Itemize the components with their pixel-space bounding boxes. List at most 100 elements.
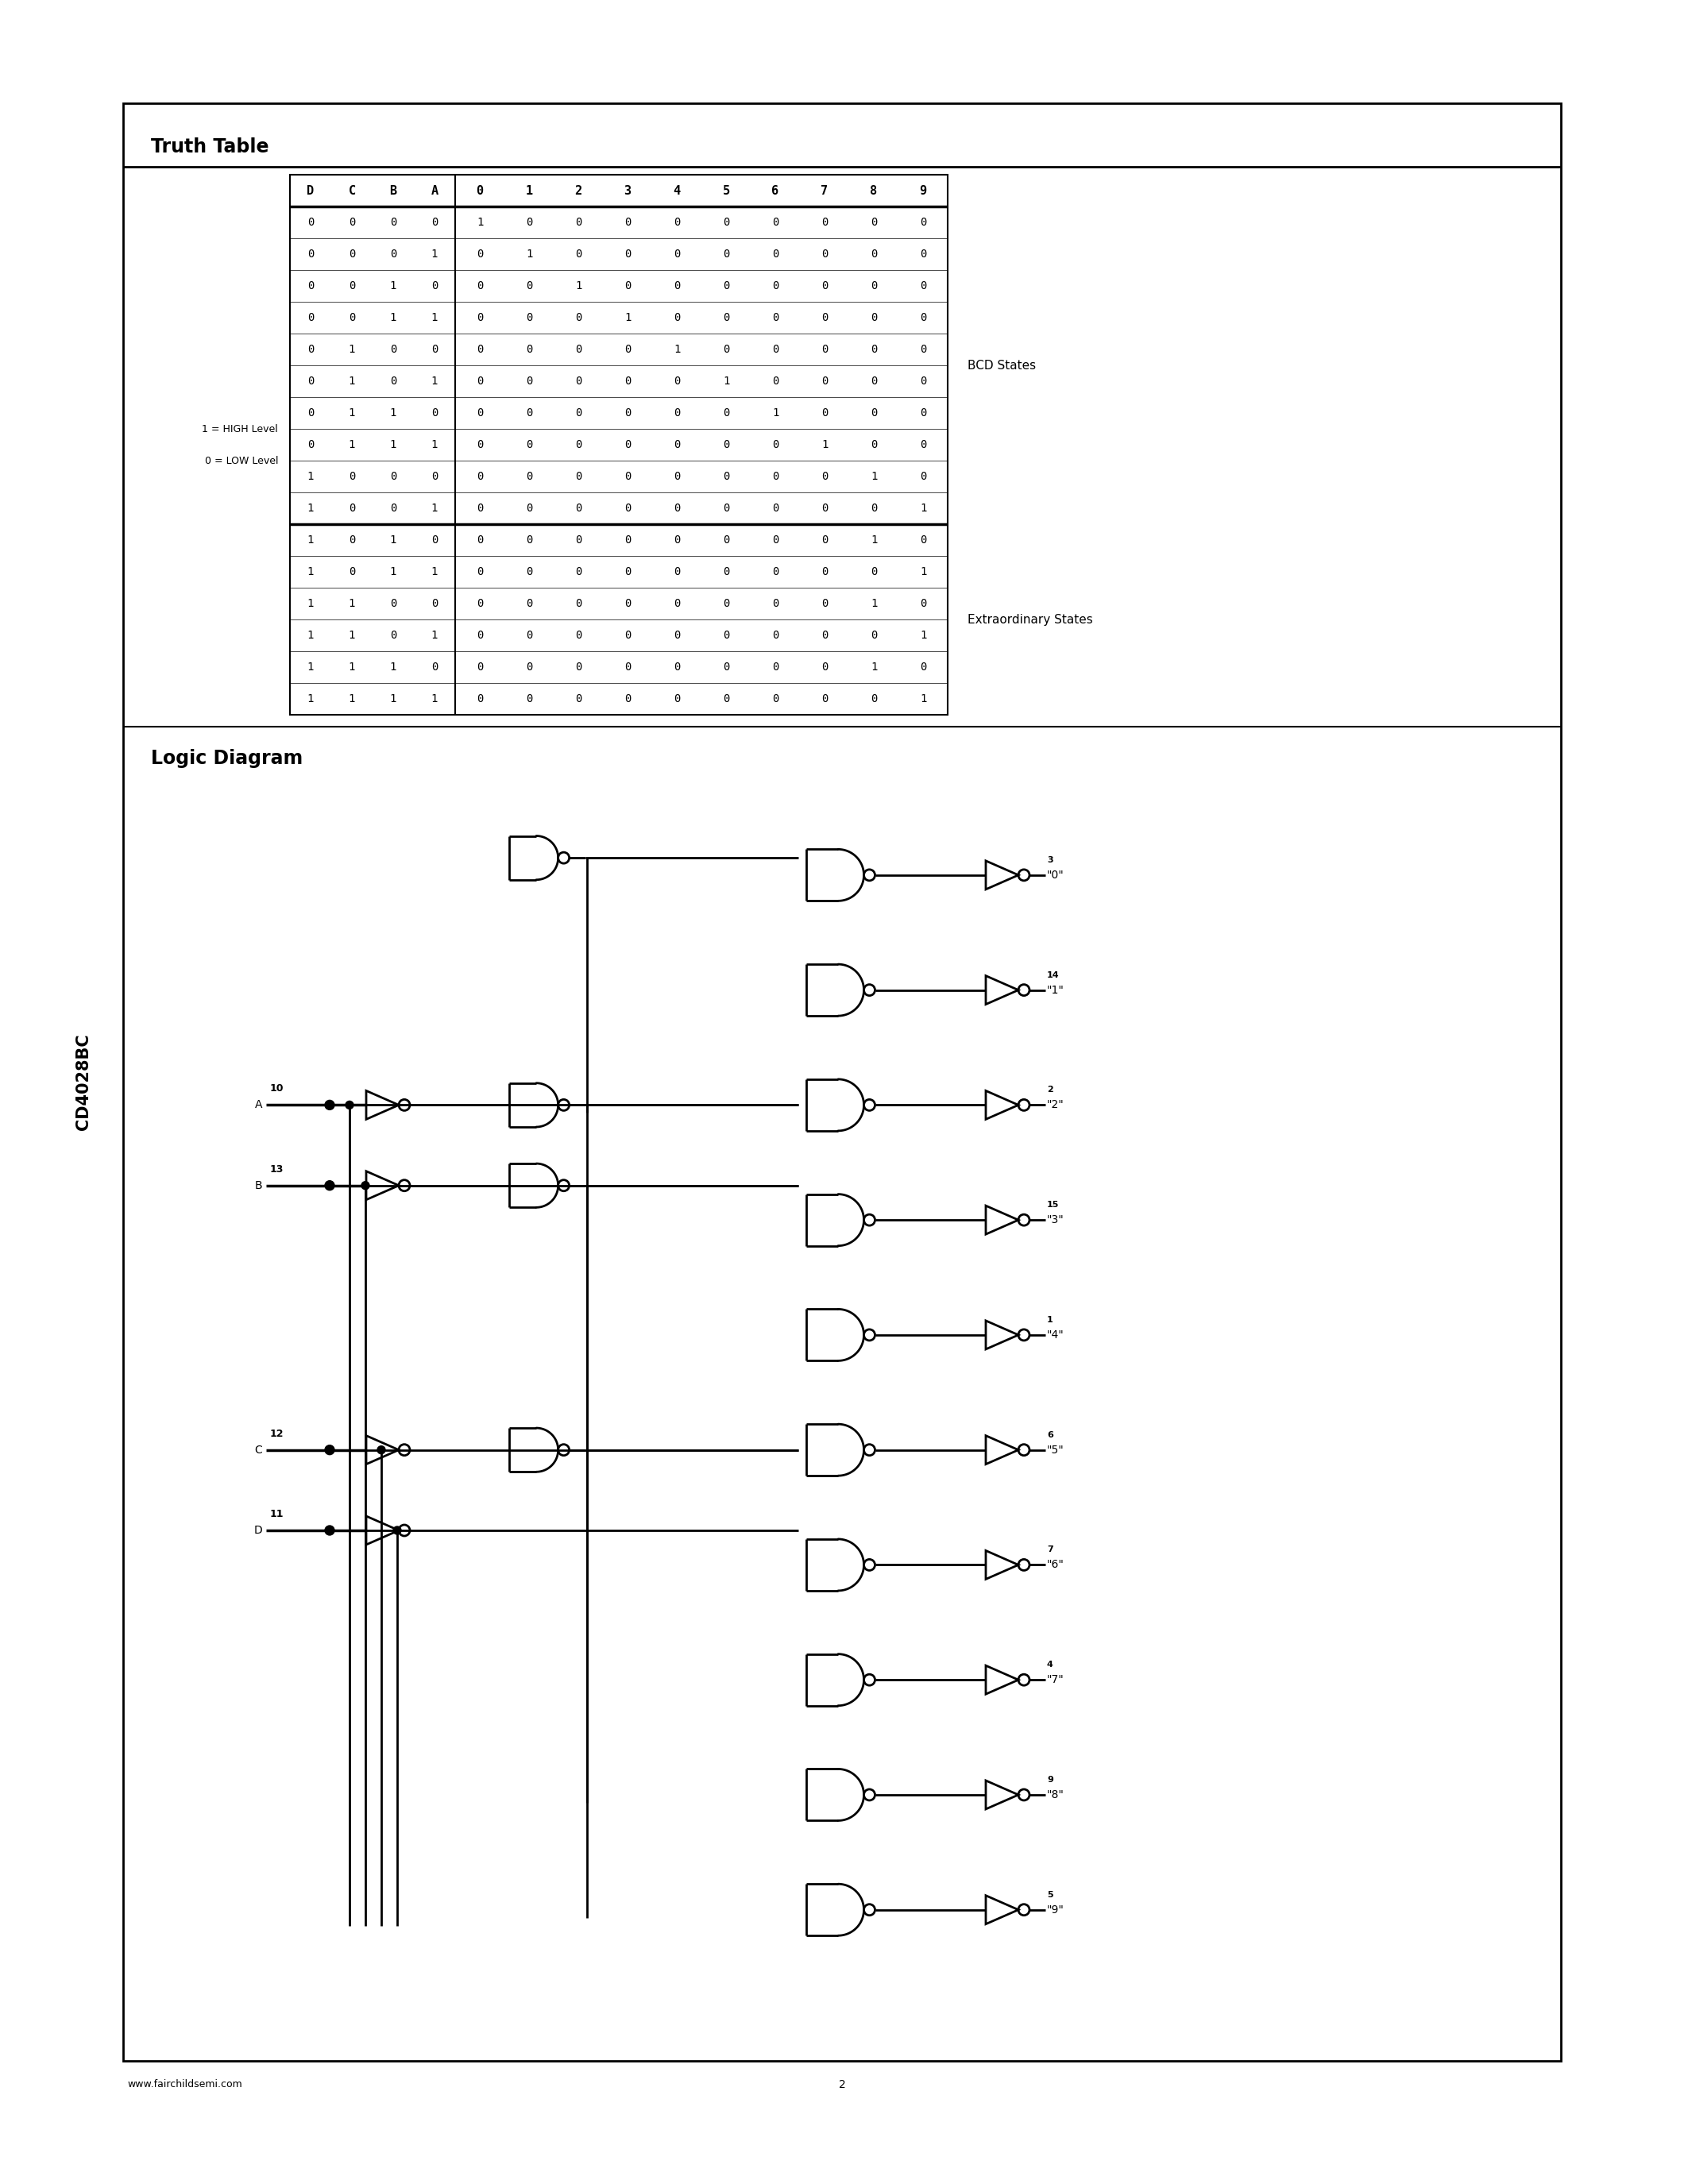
Text: 1: 1 <box>390 535 397 546</box>
Text: 0: 0 <box>771 535 778 546</box>
Text: 0: 0 <box>674 502 680 513</box>
Text: 0: 0 <box>430 216 437 227</box>
Text: 0: 0 <box>576 472 582 483</box>
Text: 1: 1 <box>390 312 397 323</box>
Text: 6: 6 <box>1047 1431 1053 1439</box>
Text: 0: 0 <box>525 692 532 705</box>
Text: 0: 0 <box>525 598 532 609</box>
Text: 0: 0 <box>625 566 631 577</box>
Text: 1: 1 <box>430 692 437 705</box>
Text: 0: 0 <box>349 502 354 513</box>
Text: 0: 0 <box>820 598 827 609</box>
Text: 0: 0 <box>722 692 729 705</box>
Text: 1: 1 <box>1047 1317 1053 1324</box>
Text: 0: 0 <box>820 566 827 577</box>
Text: 0: 0 <box>920 472 927 483</box>
Text: 0: 0 <box>722 535 729 546</box>
Text: 1: 1 <box>349 662 354 673</box>
Text: 0: 0 <box>771 472 778 483</box>
Text: 7: 7 <box>1047 1546 1053 1553</box>
Text: 0: 0 <box>674 692 680 705</box>
Text: 0: 0 <box>307 216 314 227</box>
Text: A: A <box>255 1099 262 1112</box>
Text: 1: 1 <box>307 502 314 513</box>
Text: 1: 1 <box>307 598 314 609</box>
Text: 0: 0 <box>674 249 680 260</box>
Text: 12: 12 <box>270 1428 284 1439</box>
Text: 0: 0 <box>722 472 729 483</box>
Text: 1: 1 <box>871 598 878 609</box>
Text: 1: 1 <box>871 662 878 673</box>
Text: "7": "7" <box>1047 1675 1063 1686</box>
Text: "2": "2" <box>1047 1099 1063 1112</box>
Text: 0: 0 <box>722 249 729 260</box>
Text: 0: 0 <box>307 408 314 419</box>
Text: 0: 0 <box>476 343 483 356</box>
Text: 0: 0 <box>871 439 878 450</box>
Text: 1: 1 <box>871 472 878 483</box>
Text: 3: 3 <box>625 186 631 197</box>
Text: 1: 1 <box>349 408 354 419</box>
Text: 0: 0 <box>390 343 397 356</box>
Text: 0: 0 <box>674 662 680 673</box>
Text: 0: 0 <box>920 343 927 356</box>
Text: C: C <box>348 186 356 197</box>
Text: 0: 0 <box>576 216 582 227</box>
Text: 0: 0 <box>525 535 532 546</box>
Text: "6": "6" <box>1047 1559 1065 1570</box>
Text: 15: 15 <box>1047 1201 1058 1210</box>
Text: 0: 0 <box>674 629 680 640</box>
Text: 0: 0 <box>722 502 729 513</box>
Text: 0: 0 <box>871 343 878 356</box>
Text: www.fairchildsemi.com: www.fairchildsemi.com <box>127 2079 241 2090</box>
Text: 0: 0 <box>722 312 729 323</box>
Text: 0: 0 <box>307 376 314 387</box>
Text: 0: 0 <box>576 312 582 323</box>
Text: 1: 1 <box>430 312 437 323</box>
Text: 1: 1 <box>349 343 354 356</box>
Text: 0: 0 <box>476 598 483 609</box>
Text: 0: 0 <box>920 598 927 609</box>
Text: 0: 0 <box>307 249 314 260</box>
Text: 0: 0 <box>525 502 532 513</box>
Text: 0: 0 <box>920 662 927 673</box>
Text: 0: 0 <box>476 535 483 546</box>
Circle shape <box>346 1101 353 1109</box>
Text: 0: 0 <box>820 249 827 260</box>
Text: 1: 1 <box>920 692 927 705</box>
Text: 0: 0 <box>674 312 680 323</box>
Text: 10: 10 <box>270 1083 284 1094</box>
Text: "5": "5" <box>1047 1444 1063 1455</box>
Text: 0: 0 <box>525 472 532 483</box>
Text: 0: 0 <box>525 280 532 290</box>
Text: CD4028BC: CD4028BC <box>76 1033 91 1131</box>
Text: "3": "3" <box>1047 1214 1063 1225</box>
Text: 0: 0 <box>871 408 878 419</box>
Circle shape <box>324 1182 334 1190</box>
Text: 0: 0 <box>576 502 582 513</box>
Text: 1: 1 <box>390 280 397 290</box>
Text: 1: 1 <box>625 312 631 323</box>
Text: 1: 1 <box>920 629 927 640</box>
Text: 1: 1 <box>430 249 437 260</box>
Text: 1: 1 <box>390 439 397 450</box>
Text: 0: 0 <box>349 216 354 227</box>
Text: D: D <box>307 186 314 197</box>
Text: 2: 2 <box>839 2079 846 2090</box>
Bar <box>290 175 947 714</box>
Text: 1: 1 <box>307 629 314 640</box>
Text: 0: 0 <box>722 662 729 673</box>
Text: 1: 1 <box>430 566 437 577</box>
Text: 0: 0 <box>390 472 397 483</box>
Text: 4: 4 <box>1047 1660 1053 1669</box>
Text: 0: 0 <box>349 312 354 323</box>
Text: D: D <box>253 1524 262 1535</box>
Text: 0: 0 <box>349 249 354 260</box>
Text: 0: 0 <box>390 376 397 387</box>
Text: 0: 0 <box>430 408 437 419</box>
Text: 13: 13 <box>270 1164 284 1175</box>
Text: 0: 0 <box>674 598 680 609</box>
Text: 0: 0 <box>820 535 827 546</box>
Text: BCD States: BCD States <box>967 360 1036 371</box>
Text: 0: 0 <box>820 662 827 673</box>
